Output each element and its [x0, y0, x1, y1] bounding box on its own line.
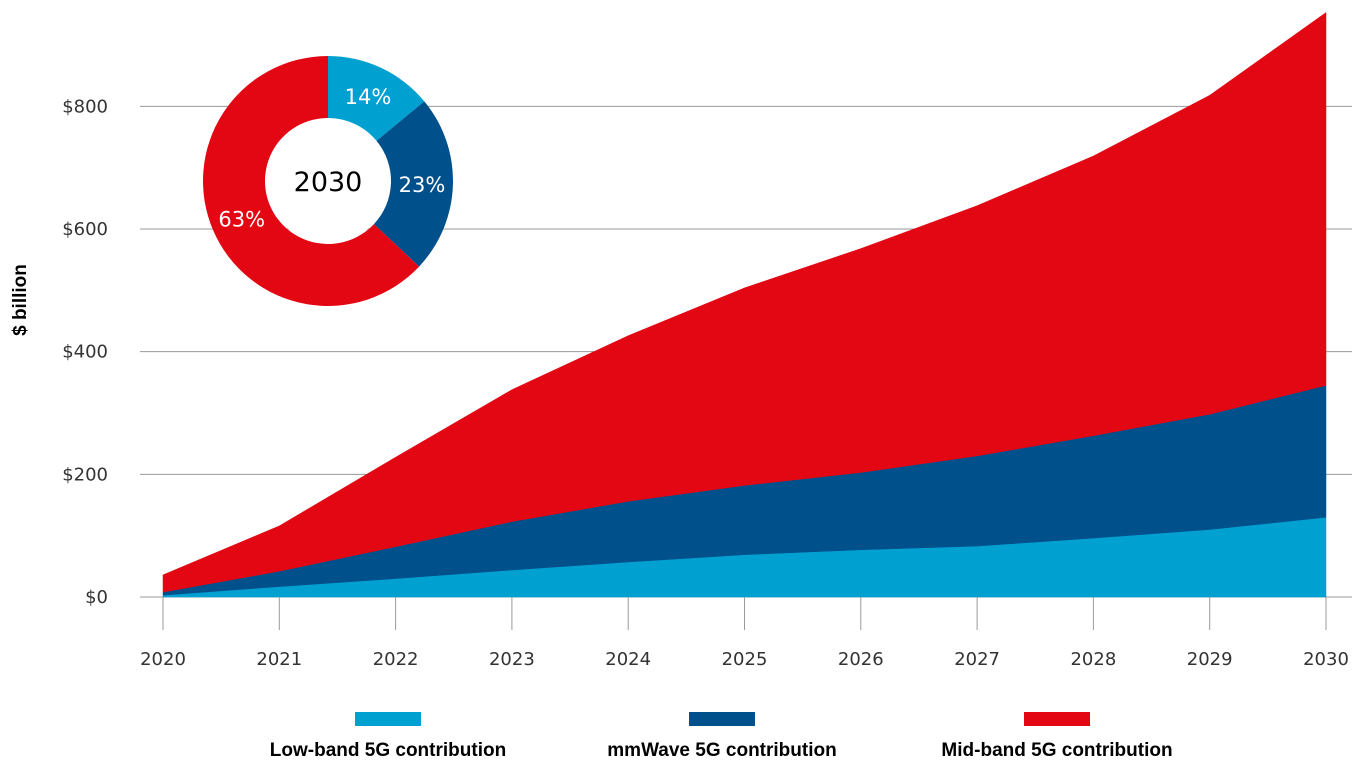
x-tick-label: 2028 — [1070, 649, 1116, 670]
y-tick-label: $800 — [62, 96, 108, 117]
x-tick-label: 2024 — [605, 649, 651, 670]
x-tick-label: 2021 — [256, 649, 302, 670]
donut-center-label: 2030 — [294, 167, 363, 198]
y-tick-label: $600 — [62, 219, 108, 240]
y-tick-label: $200 — [62, 464, 108, 485]
x-tick-label: 2023 — [489, 649, 535, 670]
x-tick-label: 2029 — [1187, 649, 1233, 670]
donut-slice-0 — [328, 56, 425, 141]
donut-chart: 14% 23% 63% 2030 — [202, 56, 454, 306]
y-tick-label: $400 — [62, 342, 108, 363]
x-tick-label: 2026 — [838, 649, 884, 670]
donut-slice-1 — [373, 101, 454, 267]
donut-slice-label: 63% — [218, 207, 265, 231]
legend-swatch-1 — [689, 712, 755, 726]
area-series-2 — [162, 12, 1327, 593]
legend-label-2: Mid-band 5G contribution — [941, 740, 1172, 761]
y-tick-label: $0 — [85, 587, 108, 608]
area-series — [162, 12, 1327, 598]
legend-swatch-2 — [1024, 712, 1090, 726]
legend-swatch-0 — [355, 712, 421, 726]
x-tick-label: 2025 — [722, 649, 768, 670]
y-axis: $0 $200 $400 $600 $800 — [62, 96, 108, 608]
x-tick-label: 2022 — [373, 649, 419, 670]
donut-slice-2 — [202, 56, 420, 306]
x-axis: 2020 2021 2022 2023 2024 2025 2026 2027 2028 2029… — [140, 597, 1349, 670]
legend-label-1: mmWave 5G contribution — [607, 740, 836, 761]
y-axis-label: $ billion — [10, 264, 31, 336]
donut-slice-label: 23% — [399, 173, 446, 197]
x-tick-label: 2027 — [954, 649, 1000, 670]
x-tick-label: 2030 — [1303, 649, 1349, 670]
donut-slice-label: 14% — [345, 85, 392, 109]
legend: Low-band 5G contribution mmWave 5G contri… — [270, 712, 1173, 761]
x-tick-label: 2020 — [140, 649, 186, 670]
donut-hole — [266, 119, 390, 243]
legend-label-0: Low-band 5G contribution — [270, 740, 506, 761]
